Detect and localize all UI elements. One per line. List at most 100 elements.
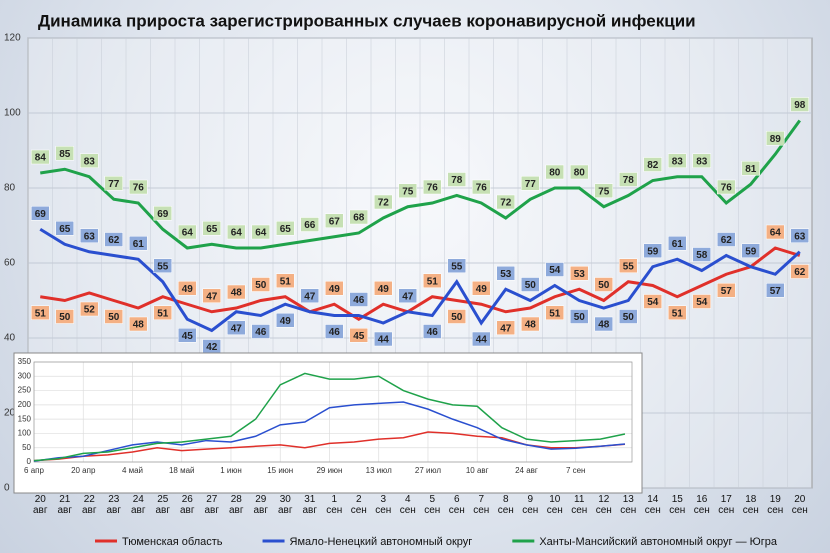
value-label-box [202,288,221,303]
value-label: 81 [745,164,757,175]
value-label-box [790,264,809,279]
value-label: 49 [329,284,341,295]
value-label-box [80,301,99,317]
value-label-box [423,179,442,195]
value-label: 57 [721,286,733,297]
x-tick-label: 8 сен [497,494,514,516]
value-label-box [766,283,785,298]
inset-x-tick-label: 13 июл [366,466,392,475]
value-label-box [276,313,295,328]
value-label: 49 [280,316,292,327]
value-label-box [129,316,148,332]
value-label: 51 [280,276,292,287]
value-label: 83 [672,156,684,167]
value-label-box [325,324,344,339]
value-label-box [766,131,785,146]
value-label-box [202,221,221,236]
value-label: 76 [721,183,733,194]
value-label: 57 [770,286,782,297]
value-label-box [374,194,393,210]
x-tick-label: 11 сен [571,494,588,516]
value-label: 47 [500,323,512,334]
inset-x-tick-label: 18 май [169,466,195,475]
value-label-box [80,228,99,243]
series-line [40,119,801,250]
value-label-box [227,320,246,335]
value-label-box [129,179,148,195]
value-label: 62 [108,235,120,246]
value-label-box [766,224,785,240]
value-label: 51 [35,308,47,319]
value-label-box [717,232,736,247]
value-label: 42 [206,342,218,353]
value-label-box [251,324,270,339]
value-label-box [692,247,711,262]
value-label-box [619,309,638,324]
inset-y-tick-label: 300 [18,371,32,380]
value-label-box [570,164,589,180]
value-label-box [423,324,442,339]
value-label: 46 [353,295,365,306]
value-label: 63 [84,231,96,242]
value-label: 59 [745,246,757,257]
value-label-box [447,258,466,273]
value-label-box [276,221,295,236]
value-label-box [570,266,589,281]
value-label: 72 [500,198,512,209]
x-tick-label: 27 авг [204,494,220,516]
value-label-box [570,309,589,324]
value-label: 64 [231,228,243,239]
inset-x-tick-label: 1 июн [220,466,242,475]
x-tick-label: 18 сен [742,494,759,516]
value-label-box [251,224,270,240]
value-label: 64 [770,228,782,239]
value-label-box [31,206,50,221]
value-label: 47 [402,291,414,302]
y-tick-label: 120 [4,33,21,44]
value-label: 49 [182,284,194,295]
x-tick-label: 6 сен [448,494,465,516]
value-label: 51 [427,276,439,287]
x-tick-label: 23 авг [106,494,122,516]
x-tick-label: 9 сен [522,494,539,516]
value-label: 50 [525,280,537,291]
value-label-box [178,281,197,296]
y-tick-label: 20 [4,408,16,419]
value-label-box [521,277,540,292]
inset-series-line [33,372,626,462]
inset-plot [33,361,633,463]
value-label-box [790,97,809,112]
value-label: 49 [476,284,488,295]
value-label: 50 [255,280,267,291]
inset-y-tick-label: 250 [18,386,32,395]
x-tick-label: 28 авг [228,494,244,516]
x-tick-label: 17 сен [718,494,735,516]
value-label: 80 [549,168,561,179]
value-label: 78 [451,175,463,186]
value-label: 50 [574,312,586,323]
inset-series-line [33,401,626,462]
value-label-box [692,294,711,309]
value-label: 77 [525,179,537,190]
y-tick-label: 40 [4,333,16,344]
value-label: 65 [59,224,71,235]
value-label: 47 [231,323,243,334]
x-tick-label: 13 сен [620,494,637,516]
value-label: 50 [623,312,635,323]
value-label-box [643,243,662,258]
value-label-box [300,288,319,303]
value-label: 72 [378,198,390,209]
value-label: 50 [108,312,120,323]
value-label: 65 [206,224,218,235]
value-label-box [496,194,515,210]
x-tick-label: 2 сен [350,494,367,516]
legend-label: Ханты-Мансийский автономный округ — Югра [539,536,778,548]
value-label-box [741,161,760,176]
value-label-box [398,288,417,303]
chart-title: Динамика прироста зарегистрированных слу… [38,11,696,30]
value-label-box [349,292,368,307]
inset-x-tick-label: 10 авг [466,466,489,475]
value-label: 58 [696,250,708,261]
value-label: 64 [255,228,267,239]
